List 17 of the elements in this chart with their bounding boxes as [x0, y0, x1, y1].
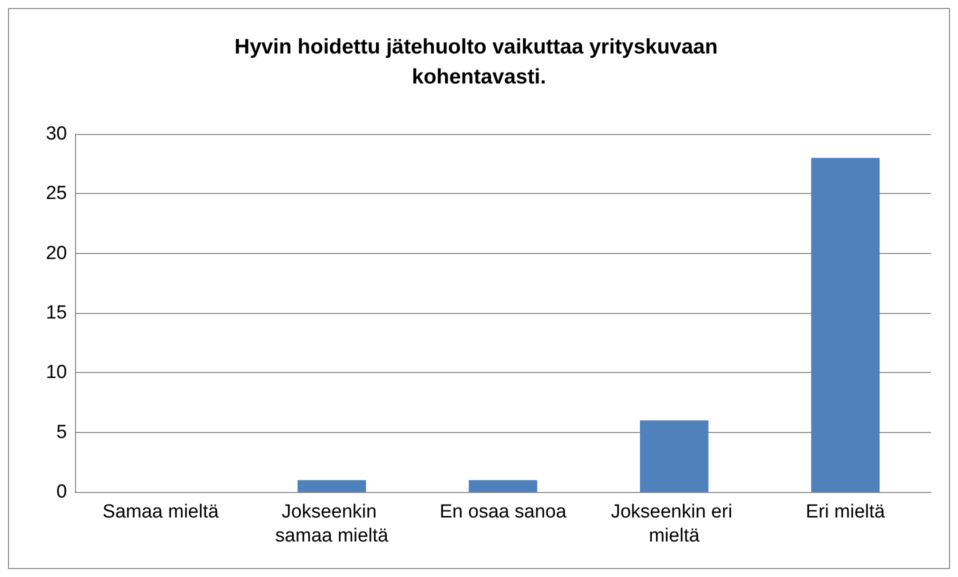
x-tick-label: Eri mieltä [806, 502, 886, 522]
bar [811, 158, 880, 492]
bar [468, 480, 538, 492]
x-tick-label: En osaa sanoa [440, 502, 567, 522]
x-tick-label: Samaa mieltä [102, 502, 220, 522]
y-tick-label: 0 [56, 482, 67, 502]
y-tick-label: 25 [46, 183, 67, 204]
bar [298, 480, 366, 492]
x-tick-label: Jokseenkin samaa mieltä [275, 502, 389, 546]
y-tick-label: 15 [46, 302, 67, 324]
y-tick-label: 20 [46, 242, 67, 264]
bar [640, 420, 708, 492]
chart-title: Hyvin hoidettu jätehuolto vaikuttaa yrityskuvaan kohentavasti. [234, 36, 724, 88]
y-tick-label: 30 [46, 124, 67, 144]
x-tick-label: Jokseenkin eri mieltä [610, 502, 738, 546]
y-tick-label: 5 [56, 422, 67, 443]
y-tick-label: 10 [46, 362, 67, 384]
